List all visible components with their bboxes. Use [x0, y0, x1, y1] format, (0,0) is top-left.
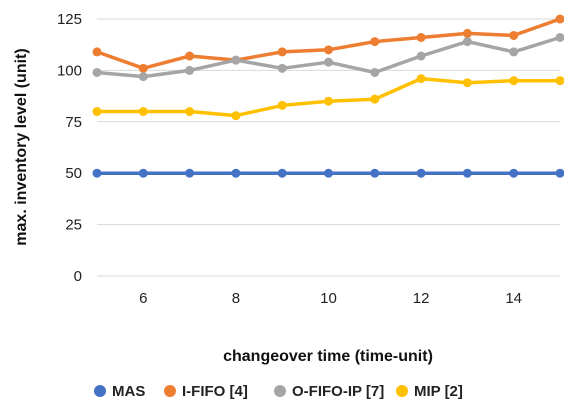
legend-item: I-FIFO [4]: [164, 383, 248, 400]
data-point: [185, 65, 195, 75]
series-lines: [92, 14, 564, 178]
y-tick-label: 75: [65, 114, 82, 131]
data-point: [555, 168, 564, 178]
x-tick-label: 10: [320, 290, 337, 307]
legend-label: I-FIFO [4]: [182, 383, 248, 400]
legend-label: MIP [2]: [414, 383, 463, 400]
data-point: [462, 28, 472, 38]
data-point: [185, 51, 195, 61]
data-point: [416, 168, 426, 178]
y-tick-label: 25: [65, 217, 82, 234]
data-point: [138, 107, 148, 117]
data-point: [277, 168, 287, 178]
data-point: [185, 168, 195, 178]
gridlines: [97, 18, 560, 277]
data-point: [277, 63, 287, 73]
y-tick-label: 125: [57, 11, 82, 28]
data-point: [509, 47, 519, 57]
x-axis-ticks: 6 8 10 12 14: [139, 290, 522, 307]
legend-label: O-FIFO-IP [7]: [292, 383, 384, 400]
legend-item: O-FIFO-IP [7]: [274, 383, 384, 400]
data-point: [138, 72, 148, 82]
y-tick-label: 0: [74, 268, 82, 285]
data-point: [92, 168, 102, 178]
data-point: [324, 96, 333, 106]
data-point: [277, 100, 287, 110]
data-point: [555, 76, 564, 86]
data-point: [138, 63, 148, 73]
y-axis-ticks: 0 25 50 75 100 125: [57, 11, 82, 285]
data-point: [555, 14, 564, 24]
legend-marker: [274, 385, 286, 397]
data-point: [509, 76, 519, 86]
data-point: [324, 57, 333, 67]
data-point: [231, 55, 241, 65]
y-axis-title: max. inventory level (unit): [13, 48, 30, 245]
x-tick-label: 8: [232, 290, 240, 307]
data-point: [138, 168, 148, 178]
series-3: [92, 74, 564, 121]
y-tick-label: 50: [65, 165, 82, 182]
data-point: [92, 107, 102, 117]
x-tick-label: 14: [505, 290, 522, 307]
legend-marker: [396, 385, 408, 397]
data-point: [92, 67, 102, 77]
legend: MAS I-FIFO [4] O-FIFO-IP [7] MIP [2]: [94, 383, 463, 400]
legend-marker: [94, 385, 106, 397]
data-point: [462, 168, 472, 178]
data-point: [231, 168, 241, 178]
data-point: [370, 67, 380, 77]
x-tick-label: 12: [413, 290, 430, 307]
data-point: [185, 107, 195, 117]
data-point: [555, 33, 564, 43]
data-point: [462, 37, 472, 47]
data-point: [416, 74, 426, 84]
legend-marker: [164, 385, 176, 397]
data-point: [324, 168, 333, 178]
y-tick-label: 100: [57, 62, 82, 79]
data-point: [92, 47, 102, 57]
legend-label: MAS: [112, 383, 145, 400]
series-0: [92, 168, 564, 178]
data-point: [509, 30, 519, 40]
data-point: [370, 168, 380, 178]
x-axis-title: changeover time (time-unit): [223, 348, 433, 365]
data-point: [462, 78, 472, 88]
data-point: [231, 111, 241, 121]
data-point: [370, 37, 380, 47]
legend-item: MAS: [94, 383, 145, 400]
data-point: [509, 168, 519, 178]
data-point: [324, 45, 333, 55]
data-point: [416, 33, 426, 43]
legend-item: MIP [2]: [396, 383, 463, 400]
data-point: [416, 51, 426, 61]
data-point: [277, 47, 287, 57]
series-2: [92, 33, 564, 82]
x-tick-label: 6: [139, 290, 147, 307]
data-point: [370, 94, 380, 104]
